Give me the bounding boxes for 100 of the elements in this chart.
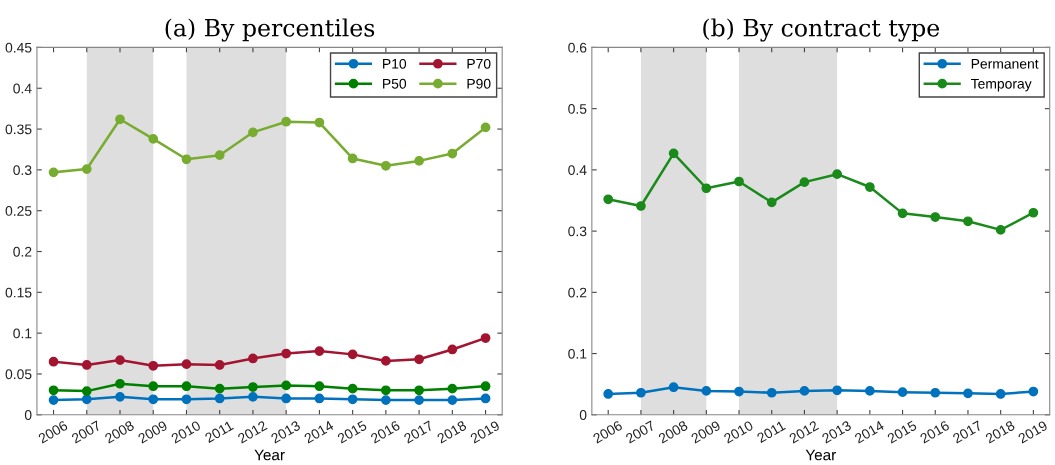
- y-tick-label: 0.5: [568, 103, 587, 114]
- legend-label: P70: [467, 58, 491, 69]
- point: [897, 208, 908, 219]
- point: [668, 382, 679, 393]
- y-tick-label: 0.6: [568, 42, 587, 53]
- x-axis-title: Year: [254, 449, 285, 461]
- y-tick-label: 0.15: [5, 287, 32, 298]
- x-tick-label: 2015: [886, 420, 918, 444]
- point: [281, 116, 292, 127]
- point: [930, 387, 941, 398]
- point: [248, 382, 258, 392]
- x-tick-label: 2014: [303, 420, 335, 444]
- point: [281, 348, 292, 359]
- point: [214, 360, 225, 370]
- point: [48, 356, 59, 367]
- point: [414, 385, 424, 396]
- point: [864, 182, 875, 192]
- point: [480, 333, 491, 343]
- y-tick-label: 0: [24, 410, 32, 420]
- point: [281, 393, 292, 404]
- point: [414, 156, 424, 166]
- point: [447, 395, 458, 405]
- y-tick-label: 0.4: [568, 165, 587, 176]
- legend-label: P90: [467, 78, 491, 89]
- chart-title: (a) By percentiles: [165, 18, 375, 42]
- point: [81, 386, 92, 396]
- x-tick-label: 2016: [370, 420, 401, 444]
- point: [995, 389, 1006, 399]
- y-tick-label: 0.1: [13, 328, 32, 339]
- point: [81, 360, 92, 370]
- point: [701, 183, 712, 194]
- point: [480, 381, 491, 392]
- x-tick-label: 2010: [170, 420, 202, 444]
- x-tick-label: 2011: [204, 420, 234, 444]
- y-tick-label: 0.1: [568, 348, 587, 359]
- x-tick-label: 2014: [854, 420, 885, 444]
- x-tick-label: 2013: [270, 420, 301, 444]
- point: [381, 385, 391, 396]
- point: [347, 153, 358, 164]
- point: [995, 225, 1006, 235]
- x-tick-label: 2009: [690, 420, 721, 444]
- point: [148, 360, 159, 371]
- point: [148, 394, 159, 405]
- x-tick-label: 2018: [984, 420, 1016, 444]
- point: [832, 169, 843, 180]
- point: [766, 197, 777, 208]
- x-tick-label: 2010: [723, 420, 754, 444]
- point: [447, 344, 458, 355]
- point: [48, 385, 59, 396]
- point: [248, 391, 258, 402]
- point: [963, 216, 973, 227]
- point: [115, 378, 125, 389]
- point: [603, 389, 614, 399]
- point: [314, 393, 325, 404]
- point: [148, 133, 159, 144]
- point: [864, 386, 875, 396]
- x-tick-label: 2015: [336, 420, 368, 444]
- x-tick-label: 2009: [137, 420, 168, 444]
- chart-title: (b) By contract type: [703, 18, 940, 42]
- point: [766, 387, 777, 398]
- y-tick-label: 0: [579, 410, 587, 420]
- x-tick-label: 2011: [756, 420, 786, 444]
- point: [248, 127, 258, 138]
- x-tick-label: 2018: [436, 420, 468, 444]
- point: [897, 387, 908, 397]
- point: [214, 150, 225, 161]
- point: [347, 394, 358, 405]
- point: [347, 383, 358, 394]
- point: [832, 385, 843, 396]
- point: [314, 117, 325, 128]
- point: [48, 167, 59, 178]
- point: [963, 388, 973, 399]
- y-tick-label: 0.3: [13, 165, 32, 176]
- point: [381, 395, 391, 405]
- point: [314, 346, 325, 356]
- point: [447, 148, 458, 159]
- legend-label: Temporay: [970, 78, 1032, 92]
- x-tick-label: 2008: [104, 420, 135, 444]
- point: [248, 353, 258, 364]
- point: [214, 393, 225, 404]
- point: [447, 383, 458, 394]
- x-tick-label: 2012: [788, 420, 820, 444]
- point: [636, 201, 646, 211]
- point: [115, 391, 125, 402]
- point: [414, 354, 424, 365]
- x-tick-label: 2006: [592, 420, 623, 444]
- point: [734, 176, 744, 187]
- point: [636, 387, 646, 398]
- y-tick-label: 0.2: [568, 287, 587, 298]
- point: [347, 349, 358, 360]
- x-tick-label: 2019: [469, 420, 501, 444]
- y-tick-label: 0.45: [5, 42, 32, 53]
- point: [181, 154, 192, 165]
- point: [181, 381, 192, 392]
- point: [314, 381, 325, 392]
- x-tick-label: 2016: [919, 420, 950, 444]
- point: [1028, 207, 1039, 218]
- point: [81, 164, 92, 174]
- y-tick-label: 0.3: [568, 226, 587, 237]
- point: [799, 177, 810, 187]
